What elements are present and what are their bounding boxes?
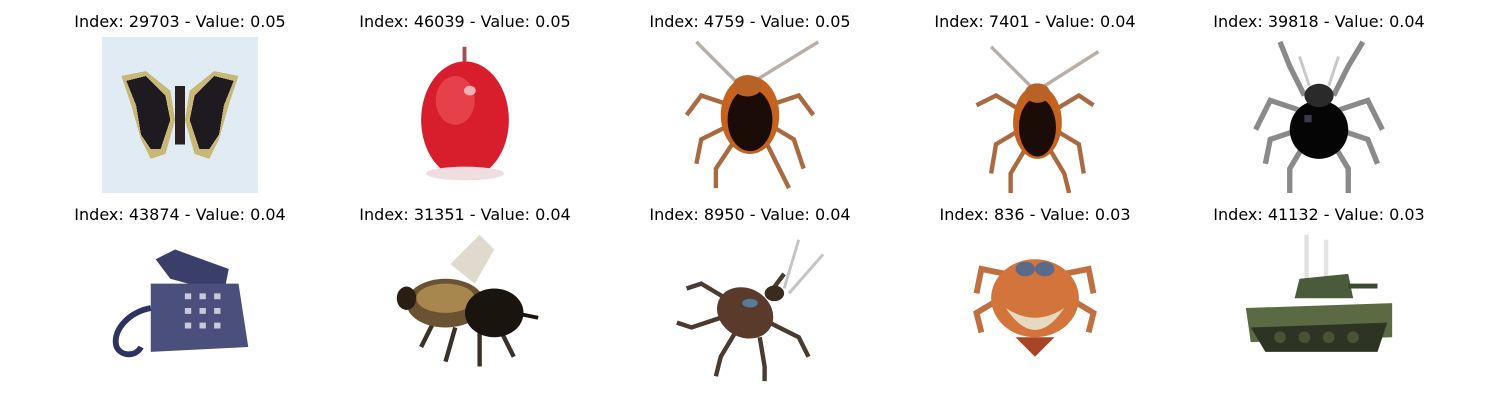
image-panel: Index: 4759 - Value: 0.05 [620,0,880,193]
cockroach-image [672,37,828,193]
panel-title: Index: 43874 - Value: 0.04 [74,205,286,224]
panel-title: Index: 39818 - Value: 0.04 [1213,12,1425,31]
bee-image [387,230,543,386]
panel-title: Index: 31351 - Value: 0.04 [359,205,571,224]
image-panel: Index: 43874 - Value: 0.04 [50,193,310,386]
image-panel: Index: 39818 - Value: 0.04 [1189,0,1449,193]
cockroach-image [672,230,828,386]
panel-title: Index: 7401 - Value: 0.04 [934,12,1136,31]
tank-image [1241,230,1397,386]
butterfly-image [102,37,258,193]
image-panel: Index: 29703 - Value: 0.05 [50,0,310,193]
panel-title: Index: 8950 - Value: 0.04 [649,205,851,224]
cockroach-image [957,37,1113,193]
panel-title: Index: 4759 - Value: 0.05 [649,12,851,31]
image-panel: Index: 836 - Value: 0.03 [905,193,1165,386]
image-panel: Index: 31351 - Value: 0.04 [335,193,595,386]
image-panel: Index: 46039 - Value: 0.05 [335,0,595,193]
image-panel: Index: 8950 - Value: 0.04 [620,193,880,386]
spider-image [1241,37,1397,193]
image-panel: Index: 7401 - Value: 0.04 [905,0,1165,193]
panel-title: Index: 46039 - Value: 0.05 [359,12,571,31]
crab-image [957,230,1113,386]
image-panel: Index: 41132 - Value: 0.03 [1189,193,1449,386]
apple-image [387,37,543,193]
panel-title: Index: 836 - Value: 0.03 [939,205,1131,224]
telephone-image [102,230,258,386]
panel-title: Index: 41132 - Value: 0.03 [1213,205,1425,224]
panel-title: Index: 29703 - Value: 0.05 [74,12,286,31]
